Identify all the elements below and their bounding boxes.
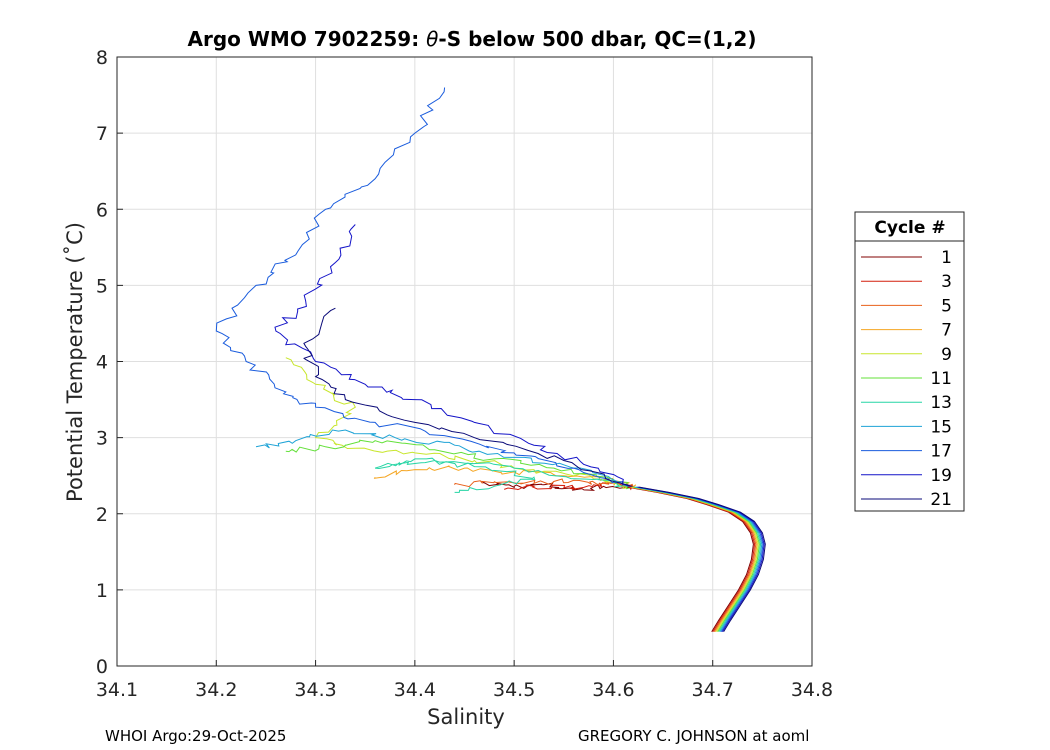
y-axis: 0 1 2 3 4 5 6 7 8: [96, 47, 123, 678]
y-tick-label: 0: [96, 656, 108, 678]
y-tick-label: 1: [96, 580, 108, 602]
legend-label-1: 1: [941, 248, 952, 268]
legend-label-21: 21: [930, 490, 952, 510]
curve-cycle-1: [481, 480, 634, 491]
legend-label-11: 11: [930, 369, 952, 389]
footer-left: WHOI Argo:29-Oct-2025: [105, 727, 286, 745]
curve-cycle-19: [274, 224, 634, 488]
chart-title: Argo WMO 7902259: θ-S below 500 dbar, QC…: [188, 27, 757, 51]
curve-cycle-15: [255, 429, 634, 488]
y-tick-label: 5: [96, 275, 108, 297]
y-tick-label: 7: [96, 123, 108, 145]
curve-cycle-11: [285, 439, 634, 490]
x-tick-label: 34.1: [96, 679, 138, 701]
curve-cycle-13: [374, 457, 634, 493]
legend-label-15: 15: [930, 417, 952, 437]
curve-cycle-17: [215, 87, 634, 488]
curve-cycle-5: [454, 478, 634, 490]
legend-title: Cycle #: [874, 218, 945, 238]
x-tick-label: 34.8: [791, 679, 833, 701]
y-tick-label: 3: [96, 428, 108, 450]
curve-cycle-21: [303, 307, 634, 488]
legend-label-19: 19: [930, 466, 952, 486]
x-tick-label: 34.3: [294, 679, 336, 701]
y-tick-label: 4: [96, 352, 108, 374]
x-tick-label: 34.7: [692, 679, 734, 701]
legend-box: [854, 211, 965, 512]
legend-label-17: 17: [930, 442, 952, 462]
x-tick-label: 34.6: [592, 679, 634, 701]
plot-curves: [215, 87, 766, 632]
legend-label-3: 3: [941, 272, 952, 292]
legend-label-5: 5: [941, 296, 952, 316]
x-axis-label: Salinity: [427, 705, 505, 729]
footer-right: GREGORY C. JOHNSON at aoml: [578, 727, 809, 745]
legend-label-7: 7: [941, 321, 952, 341]
x-tick-label: 34.5: [493, 679, 535, 701]
legend-label-13: 13: [930, 393, 952, 413]
x-axis: 34.1 34.2 34.3 34.4 34.5 34.6 34.7 34.8: [96, 660, 833, 701]
y-tick-label: 8: [96, 47, 108, 69]
y-tick-label: 6: [96, 199, 108, 221]
legend-label-9: 9: [941, 345, 952, 365]
y-tick-label: 2: [96, 504, 108, 526]
y-axis-label: Potential Temperature (˚C): [63, 222, 87, 502]
deep-branch-cycle-21: [639, 486, 766, 632]
curve-cycle-9: [285, 357, 634, 489]
x-tick-label: 34.2: [195, 679, 237, 701]
x-tick-label: 34.4: [394, 679, 436, 701]
